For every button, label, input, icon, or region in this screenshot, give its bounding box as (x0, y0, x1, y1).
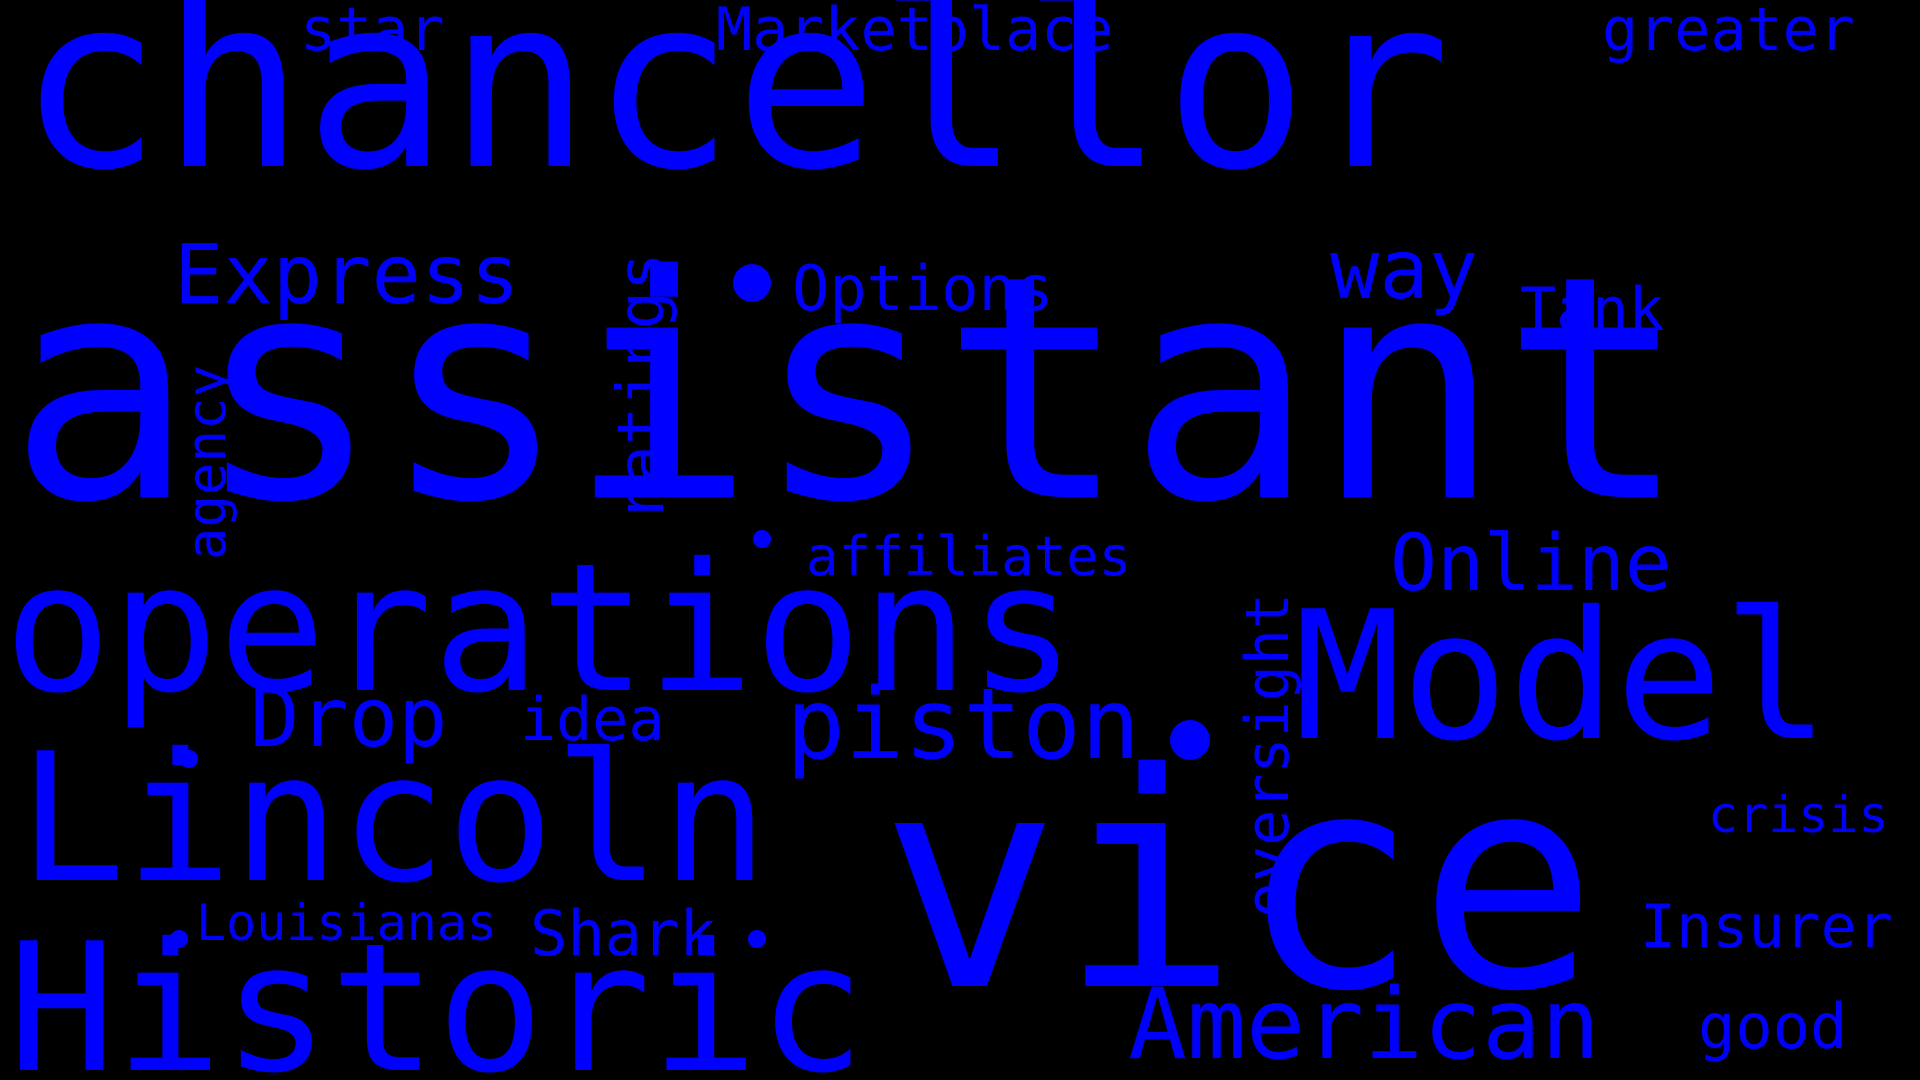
word-online: Online (1390, 519, 1672, 609)
word-insurer: Insurer (1640, 892, 1893, 962)
word-affiliates: affiliates (806, 525, 1132, 588)
word-louisianas: Louisianas (196, 894, 498, 952)
dot (733, 264, 771, 302)
word-assistant: assistant (8, 210, 1688, 571)
word-crisis: crisis (1708, 786, 1889, 844)
word-way: way (1330, 223, 1479, 318)
dot (170, 930, 188, 948)
dot (748, 930, 766, 948)
word-vice: vice (880, 710, 1598, 1057)
word-ratings: ratings (605, 252, 679, 522)
word-agency: agency (175, 364, 238, 560)
word-greater: greater (1602, 0, 1855, 65)
word-oversight: oversight (1233, 592, 1303, 918)
word-lincoln: Lincoln (18, 715, 769, 922)
dot (753, 530, 771, 548)
word-operations: operations (4, 525, 1076, 732)
dot (180, 750, 198, 768)
word-tank: Tank (1520, 275, 1665, 345)
word-chancellor: chancellor (18, 0, 1451, 223)
word-american: American (1128, 968, 1601, 1080)
word-options: Options (792, 252, 1054, 325)
word-piston: piston (786, 668, 1141, 782)
word-drop: Drop (250, 671, 448, 766)
word-shark: Shark (530, 897, 717, 970)
word-marketplace: Marketplace (716, 0, 1114, 65)
word-historic: Historic (8, 905, 866, 1080)
word-star: star (300, 0, 445, 65)
word-good: good (1698, 990, 1848, 1063)
word-express: Express (174, 228, 520, 323)
word-idea: idea (520, 685, 665, 755)
dot (1170, 720, 1210, 760)
word-model: Model (1294, 573, 1830, 780)
